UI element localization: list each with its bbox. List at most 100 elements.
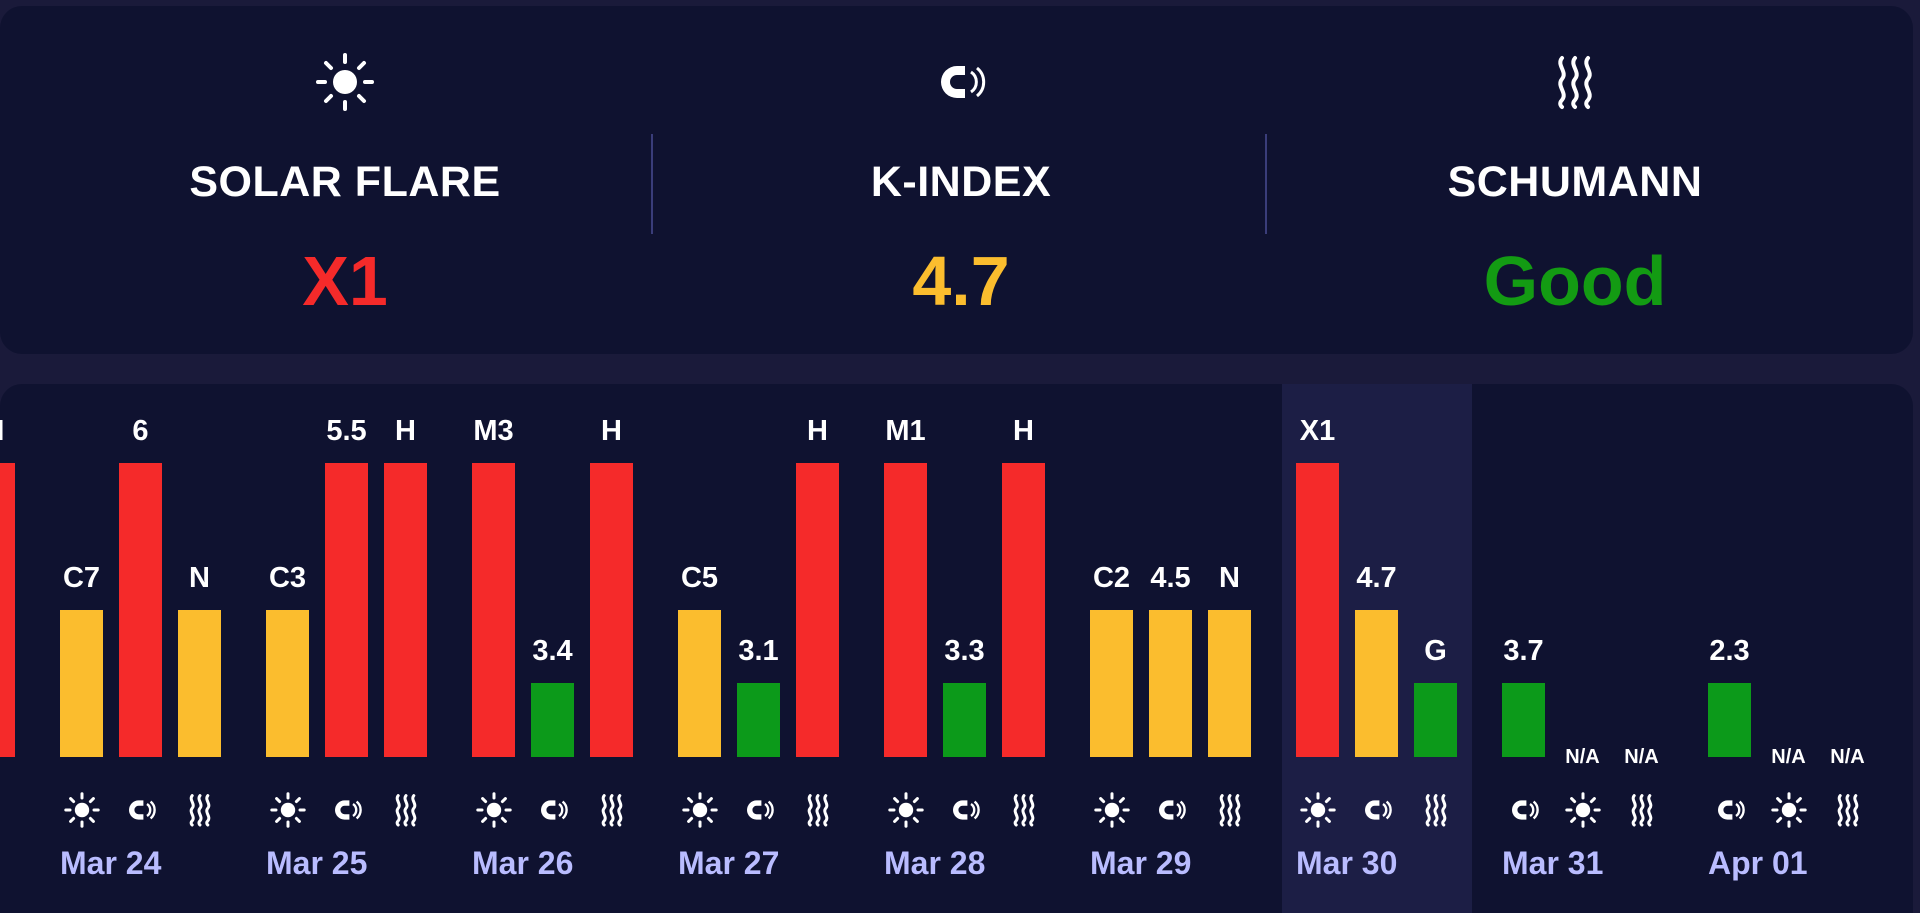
schumann-value: Good	[1483, 242, 1667, 320]
waves-icon	[594, 792, 630, 828]
magnet-icon	[535, 792, 571, 828]
bar-magnet	[943, 683, 986, 757]
bar-magnet	[531, 683, 574, 757]
bar-magnet	[1149, 610, 1192, 757]
bar-waves	[1002, 463, 1045, 757]
forecast-chart: H C7 6 N Mar 24 C3 5.5 H Mar 25 M3 3.4 H Mar 26 C5 3.1…	[0, 384, 1913, 913]
bar-value-na: N/A	[1771, 746, 1806, 768]
sun-icon	[887, 792, 924, 828]
bar-value-label: 3.7	[1503, 635, 1544, 667]
magnet-icon	[329, 792, 365, 828]
waves-icon	[1418, 792, 1454, 828]
sun-icon	[681, 792, 718, 828]
day-date-label: Mar 30	[1296, 845, 1398, 881]
day-date-label: Mar 29	[1090, 845, 1192, 881]
sun-icon	[475, 792, 512, 828]
bar-magnet	[119, 463, 162, 757]
magnet-icon	[931, 52, 991, 112]
k-index-stat: K-INDEX 4.7	[655, 6, 1267, 354]
bar-waves	[178, 610, 221, 757]
bar-waves	[590, 463, 633, 757]
bar-value-na: N/A	[1565, 746, 1600, 768]
bar-value-label: H	[601, 415, 622, 447]
waves-icon	[182, 792, 218, 828]
solar-flare-value: X1	[302, 242, 388, 320]
solar-flare-label: SOLAR FLARE	[189, 158, 501, 206]
schumann-stat: SCHUMANN Good	[1269, 6, 1881, 354]
bar-value-label: M3	[473, 415, 514, 447]
magnet-icon	[741, 792, 777, 828]
bar-magnet	[1355, 610, 1398, 757]
bar-waves	[796, 463, 839, 757]
bar-value-label: 3.3	[944, 635, 985, 667]
bar-sun	[266, 610, 309, 757]
sun-icon	[269, 792, 306, 828]
bar-value-label: H	[1013, 415, 1034, 447]
bar-value-label: 5.5	[326, 415, 367, 447]
bar-waves	[1208, 610, 1251, 757]
magnet-icon	[1506, 792, 1542, 828]
bar-value-label: N	[189, 562, 210, 594]
bar-sun	[678, 610, 721, 757]
bar-waves	[384, 463, 427, 757]
bar-value-label: H	[0, 415, 24, 448]
waves-icon	[1624, 792, 1660, 828]
sun-icon	[1770, 792, 1807, 828]
magnet-icon	[123, 792, 159, 828]
magnet-icon	[1359, 792, 1395, 828]
bar-magnet	[1502, 683, 1545, 757]
solar-flare-stat: SOLAR FLARE X1	[39, 6, 651, 354]
waves-icon	[800, 792, 836, 828]
divider	[651, 134, 653, 234]
bar-magnet	[1708, 683, 1751, 757]
day-date-label: Mar 27	[678, 845, 780, 881]
bar-value-label: C3	[268, 562, 307, 594]
bar-magnet	[737, 683, 780, 757]
sun-icon	[63, 792, 100, 828]
day-date-label: Mar 26	[472, 845, 574, 881]
day-date-label: Mar 28	[884, 845, 986, 881]
waves-icon	[0, 792, 6, 828]
bar-value-label: G	[1424, 635, 1447, 667]
day-date-label: Mar 25	[266, 845, 368, 881]
bar-value-na: N/A	[1830, 746, 1865, 768]
magnet-icon	[947, 792, 983, 828]
bar-value-label: X1	[1299, 415, 1336, 447]
bar-value-label: 3.1	[738, 635, 779, 667]
sun-icon	[315, 52, 375, 112]
magnet-icon	[1153, 792, 1189, 828]
sun-icon	[1564, 792, 1601, 828]
bar-waves	[0, 463, 15, 757]
bar-magnet	[325, 463, 368, 757]
bar-value-label: N	[1219, 562, 1240, 594]
bar-value-label: H	[395, 415, 416, 447]
bar-value-label: 2.3	[1709, 635, 1750, 667]
waves-icon	[1006, 792, 1042, 828]
bar-sun	[1090, 610, 1133, 757]
bar-value-label: C5	[680, 562, 719, 594]
k-index-label: K-INDEX	[870, 158, 1052, 206]
bar-sun	[472, 463, 515, 757]
bar-value-label: 4.5	[1150, 562, 1191, 594]
waves-icon	[388, 792, 424, 828]
bar-value-label: 3.4	[532, 635, 573, 667]
bar-value-label: H	[807, 415, 828, 447]
bar-value-label: C2	[1092, 562, 1131, 594]
day-date-label: Apr 01	[1708, 845, 1808, 881]
bar-value-label: 4.7	[1356, 562, 1397, 594]
bar-value-label: M1	[885, 415, 926, 447]
bar-waves	[1414, 683, 1457, 757]
schumann-label: SCHUMANN	[1447, 158, 1703, 206]
sun-icon	[1299, 792, 1336, 828]
waves-icon	[1830, 792, 1866, 828]
waves-icon	[1545, 52, 1605, 112]
waves-icon	[1212, 792, 1248, 828]
bar-sun	[884, 463, 927, 757]
sun-icon	[1093, 792, 1130, 828]
summary-panel: SOLAR FLARE X1 K-INDEX 4.7 SCHUMANN	[0, 6, 1913, 354]
bar-value-na: N/A	[1624, 746, 1659, 768]
divider	[1265, 134, 1267, 234]
day-date-label: Mar 24	[60, 845, 162, 881]
day-date-label: Mar 31	[1502, 845, 1604, 881]
k-index-value: 4.7	[912, 242, 1010, 320]
